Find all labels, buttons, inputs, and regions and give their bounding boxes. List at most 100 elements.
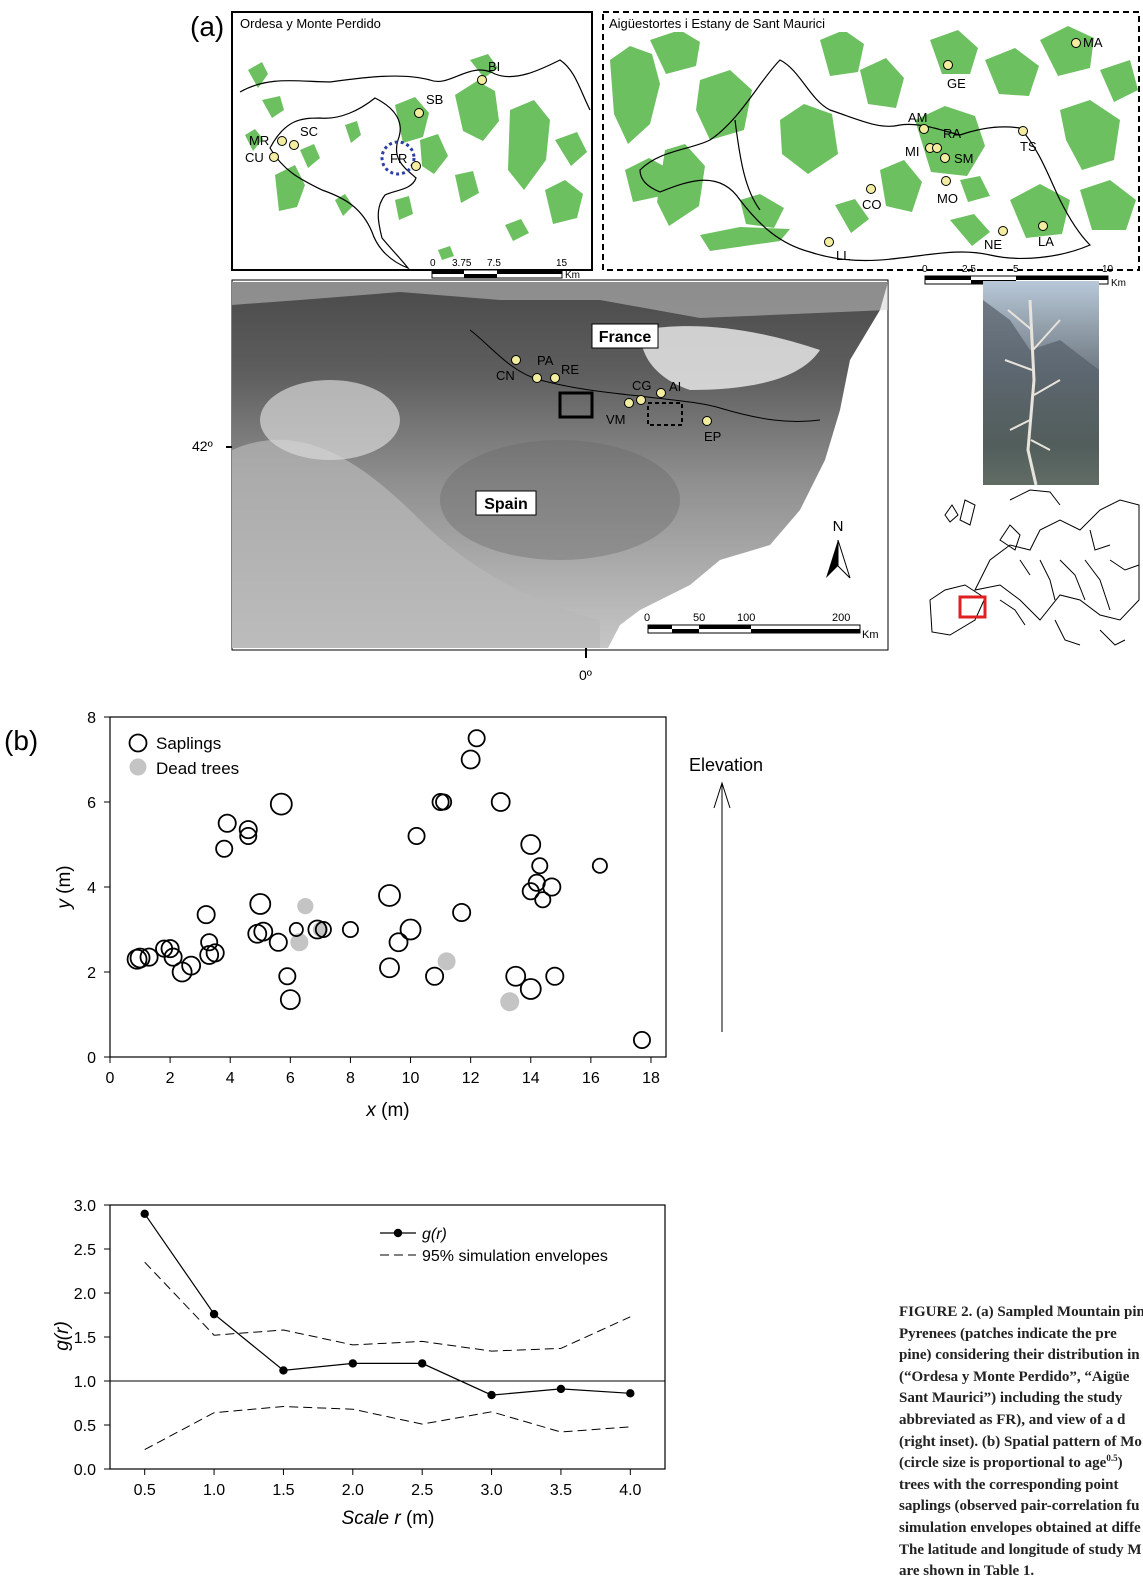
svg-text:0: 0: [922, 264, 928, 275]
svg-text:LA: LA: [1038, 234, 1054, 249]
scatter-x-label: x (m): [365, 1100, 409, 1121]
scatter-y-tick-label: 8: [87, 710, 96, 727]
aiguestortes-locator-box: [647, 402, 683, 426]
sapling-point: [435, 793, 453, 811]
pcf-legend: g(r) 95% simulation envelopes: [380, 1226, 608, 1265]
svg-text:50: 50: [693, 612, 705, 624]
sapling-point: [205, 943, 225, 963]
elevation-label: Elevation: [689, 755, 763, 775]
caption-line: (right inset). (b) Spatial pattern of Mo: [899, 1433, 1142, 1450]
scatter-x-tick-label: 12: [462, 1070, 480, 1087]
inset-aiguestortes: MA GE AM RA MI SM TS CO MO NE LA LL Aigü…: [602, 11, 1140, 289]
caption-line: The latitude and longitude of study M: [899, 1541, 1142, 1558]
panel-a-label: (a): [190, 11, 224, 42]
scatter-x-tick-label: 10: [402, 1070, 420, 1087]
caption-line: (“Ordesa y Monte Perdido”, “Aigüe: [899, 1368, 1130, 1385]
sapling-point: [460, 749, 481, 770]
sapling-point: [269, 792, 293, 816]
sapling-point: [531, 857, 549, 875]
scale-bar-left: 0 3.75 7.5 15 Km: [430, 258, 580, 281]
svg-text:GE: GE: [947, 76, 966, 91]
svg-text:7.5: 7.5: [487, 258, 501, 269]
svg-text:LL: LL: [836, 248, 850, 263]
svg-text:FR: FR: [390, 151, 407, 166]
sapling-point: [467, 729, 486, 748]
sapling-point: [399, 918, 422, 941]
scatter-y-tick-label: 6: [87, 795, 96, 812]
inset-ordesa: BI SB MR SC CU FR Ordesa y Monte Perdido…: [231, 11, 593, 281]
sapling-point: [238, 820, 258, 840]
pcf-y-tick-label: 0.0: [74, 1462, 96, 1479]
svg-text:0: 0: [644, 612, 650, 624]
dead-tree-point: [437, 952, 456, 971]
sapling-point: [160, 939, 180, 959]
site-labels-right: MA GE AM RA MI SM TS CO MO NE LA LL: [836, 35, 1103, 263]
dead-pine-photo: [983, 281, 1099, 486]
legend-saplings-marker: [128, 733, 148, 753]
sapling-point: [249, 893, 272, 915]
gr-point: [487, 1390, 496, 1400]
pcf-y-label: g(r): [52, 1321, 73, 1351]
svg-text:Km: Km: [1111, 278, 1126, 289]
sapling-point: [215, 839, 234, 858]
svg-text:MA: MA: [1083, 35, 1103, 50]
park-boundary: [269, 97, 417, 270]
locator-red-box: [958, 595, 987, 619]
scatter-x-tick-label: 2: [166, 1070, 175, 1087]
inset-left-title: Ordesa y Monte Perdido: [240, 16, 381, 31]
vegetation-patches: [245, 54, 587, 260]
svg-text:MO: MO: [937, 191, 958, 206]
pcf-plot: 0.0 0.5 1.0 1.5 2.0 2.5 3.0 0.5 1.0 1.5 2.0 2.5 3.0…: [52, 1198, 666, 1529]
svg-text:CG: CG: [632, 378, 652, 393]
svg-text:MI: MI: [905, 144, 919, 159]
sapling-point: [307, 919, 328, 940]
sapling-point: [217, 813, 237, 833]
legend-dead-trees-label: Dead trees: [156, 759, 239, 778]
pcf-x-tick-label: 3.0: [480, 1482, 502, 1499]
svg-text:SM: SM: [954, 151, 974, 166]
caption-line: Pyrenees (patches indicate the pre: [899, 1325, 1117, 1342]
gr-point: [556, 1384, 566, 1394]
pcf-x-tick-label: 2.0: [342, 1482, 364, 1499]
label-spain: Spain: [484, 496, 528, 513]
pcf-y-tick-label: 1.5: [74, 1330, 96, 1347]
dead-tree-point: [500, 992, 520, 1012]
gr-point: [140, 1209, 149, 1219]
caption-line: saplings (observed pair-correlation fu: [899, 1498, 1140, 1515]
sapling-point: [431, 793, 450, 812]
site-labels-left: BI SB MR SC CU FR: [245, 59, 500, 166]
legend-saplings-label: Saplings: [156, 734, 221, 753]
scatter-points: [126, 729, 651, 1050]
sapling-point: [542, 877, 562, 897]
sapling-point: [253, 921, 274, 942]
scatter-x-tick-label: 18: [642, 1070, 660, 1087]
sapling-point: [181, 955, 202, 976]
scatter-plot: 0 2 4 6 8 10 12 14 16 18 0 2 4 6 8 Saplings Dead tree…: [54, 710, 667, 1121]
sapling-point: [505, 965, 527, 987]
sapling-point: [545, 966, 565, 986]
pcf-y-tick-label: 0.5: [74, 1418, 96, 1435]
caption-line: pine) considering their distribution in: [899, 1347, 1140, 1364]
inset-right-title: Aigüestortes i Estany de Sant Maurici: [609, 16, 825, 31]
sapling-point: [490, 792, 511, 812]
main-relief-map: CN PA RE CG AI VM EP France Spain N 0: [192, 279, 889, 683]
pcf-x-label: Scale r (m): [342, 1508, 435, 1529]
sapling-point: [407, 827, 426, 846]
elevation-arrow: Elevation: [689, 755, 763, 1032]
sapling-point: [239, 827, 258, 846]
sapling-point: [632, 1031, 651, 1050]
svg-text:PA: PA: [537, 353, 554, 368]
lower-envelope-line: [144, 1405, 631, 1451]
dead-tree-point: [290, 933, 309, 952]
legend-gr-marker: [393, 1228, 403, 1238]
pcf-x-ticks: 0.5 1.0 1.5 2.0 2.5 3.0 3.5 4.0: [134, 1469, 642, 1499]
svg-text:SC: SC: [300, 124, 318, 139]
sapling-point: [288, 922, 304, 938]
sapling-point: [196, 905, 216, 925]
svg-text:200: 200: [832, 612, 850, 624]
svg-text:CU: CU: [245, 150, 264, 165]
svg-text:10: 10: [1102, 264, 1114, 275]
sapling-point: [279, 989, 301, 1011]
scatter-x-tick-label: 8: [346, 1070, 355, 1087]
north-arrow-icon: N: [826, 518, 851, 579]
